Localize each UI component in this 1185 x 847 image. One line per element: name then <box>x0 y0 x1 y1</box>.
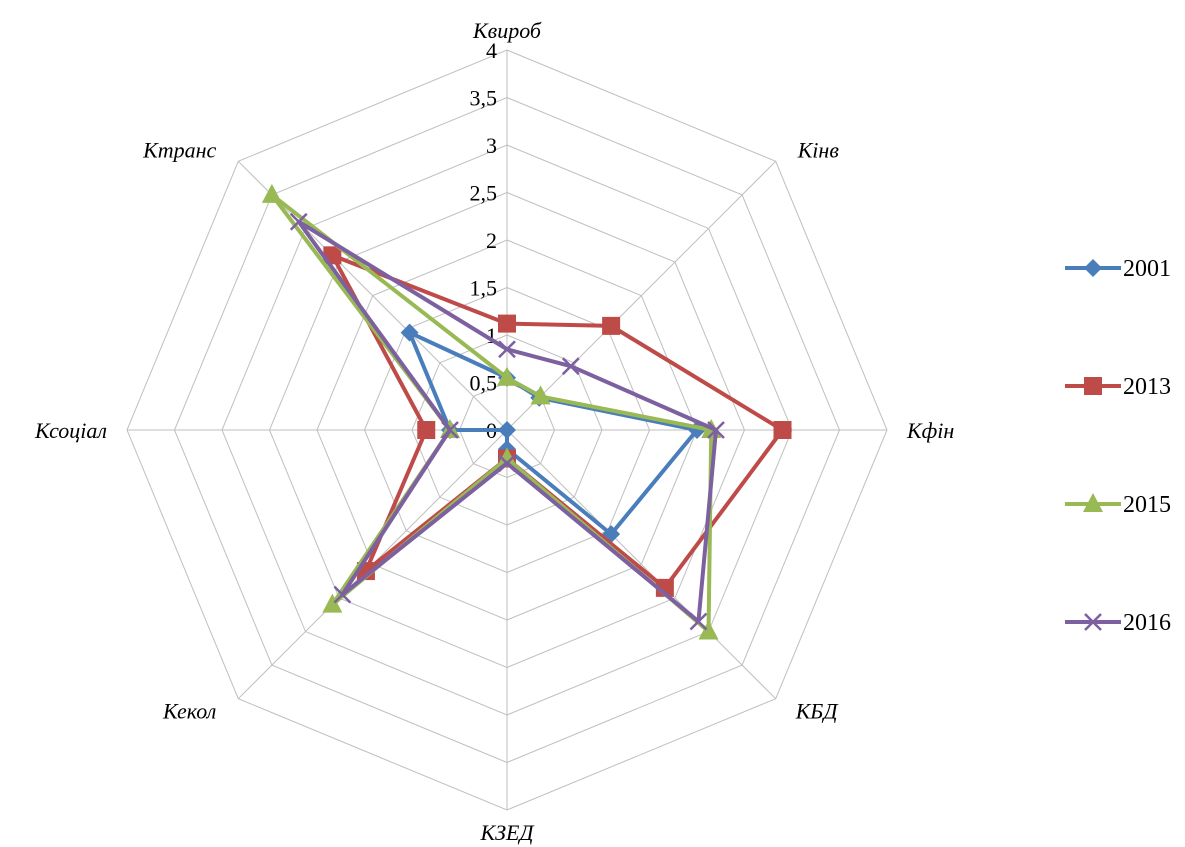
data-point <box>498 314 516 333</box>
data-point <box>698 620 719 640</box>
tick-label: 1,5 <box>470 276 498 301</box>
axis-label: Кекол <box>162 699 216 724</box>
tick-label: 3,5 <box>470 86 498 111</box>
tick-label: 3 <box>486 133 497 158</box>
data-point <box>417 421 436 439</box>
data-point <box>497 366 517 386</box>
legend-label: 2016 <box>1123 610 1171 636</box>
data-point <box>530 385 551 405</box>
legend-label: 2001 <box>1123 256 1171 282</box>
data-point <box>261 183 282 203</box>
grid-spoke <box>506 429 777 700</box>
tick-label: 0,5 <box>470 371 498 396</box>
legend: 2001 2013 2015 2016 <box>1065 256 1171 636</box>
series-line <box>330 253 785 590</box>
tick-label: 1 <box>486 323 497 348</box>
axis-label: КБД <box>795 699 839 724</box>
legend-label: 2013 <box>1123 374 1171 400</box>
data-point <box>441 421 459 439</box>
data-point <box>1083 493 1103 512</box>
series-2015 <box>261 183 722 640</box>
data-point <box>1084 613 1102 631</box>
series-2016 <box>289 212 725 631</box>
data-point <box>602 316 621 335</box>
legend-item: 2001 <box>1065 256 1171 282</box>
data-point <box>497 447 517 467</box>
tick-label: 2 <box>486 228 497 253</box>
legend-item: 2015 <box>1065 492 1171 518</box>
data-point <box>498 454 516 473</box>
axis-label: Ксоціал <box>34 418 107 443</box>
data-point <box>400 323 419 342</box>
axis-label: КЗЕД <box>480 820 535 845</box>
tick-label: 2,5 <box>470 181 498 206</box>
grid-spoke <box>506 160 777 431</box>
data-point <box>289 212 308 231</box>
data-point <box>322 593 343 613</box>
tick-label: 4 <box>486 38 497 63</box>
axis-label: Квироб <box>472 18 542 43</box>
data-point <box>333 585 352 604</box>
tick-labels: 00,511,522,533,54 <box>470 38 498 443</box>
data-point <box>707 421 725 439</box>
data-point <box>1084 377 1102 395</box>
axis-labels: Квироб Кінв Кфін КБД КЗЕД Кекол Ксоціал Ктранс <box>34 18 954 845</box>
legend-item: 2013 <box>1065 374 1171 400</box>
axis-label: Кінв <box>797 137 840 162</box>
data-point <box>498 421 516 439</box>
series-2013 <box>323 246 792 597</box>
legend-item: 2016 <box>1065 610 1171 636</box>
data-point <box>561 357 580 376</box>
legend-label: 2015 <box>1123 492 1171 518</box>
series <box>261 183 792 640</box>
axis-label: Ктранс <box>142 137 216 162</box>
data-point <box>498 340 516 359</box>
data-point <box>773 421 792 439</box>
axis-label: Кфін <box>906 418 954 443</box>
data-point <box>689 612 708 631</box>
data-point <box>1084 259 1102 277</box>
